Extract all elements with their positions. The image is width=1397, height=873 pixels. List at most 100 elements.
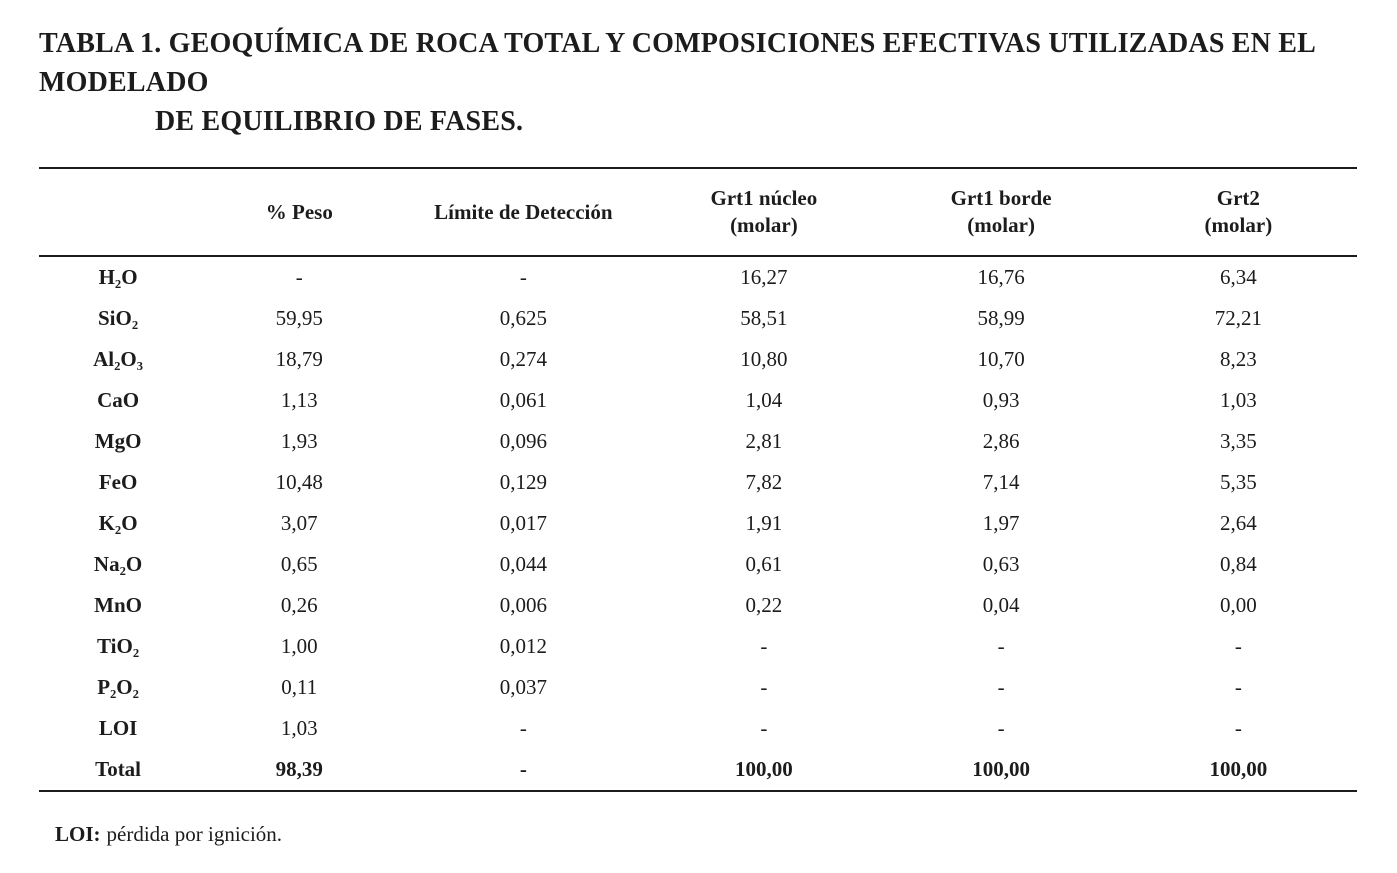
value-cell: 0,012 <box>499 634 547 658</box>
value-cell: - <box>1234 675 1242 699</box>
column-header-line2: (molar) <box>967 213 1035 237</box>
element-label: H₂O <box>98 265 138 289</box>
value-cell: 0,274 <box>499 347 547 371</box>
value-cell: 7,82 <box>745 470 783 494</box>
value-cell: - <box>760 634 768 658</box>
value-cell: 10,80 <box>740 347 788 371</box>
value-cell: 0,26 <box>280 593 318 617</box>
value-cell: 0,22 <box>745 593 783 617</box>
value-cell: 1,97 <box>982 511 1020 535</box>
table-row: SiO₂ 59,95 0,625 58,51 58,99 72,21 <box>39 298 1357 339</box>
value-cell: 10,70 <box>977 347 1025 371</box>
value-cell: - <box>1234 716 1242 740</box>
column-header-line1: Grt1 núcleo <box>710 186 818 210</box>
value-cell: 2,81 <box>745 429 783 453</box>
value-cell: 100,00 <box>972 757 1030 781</box>
table-row: H₂O - - 16,27 16,76 6,34 <box>39 256 1357 298</box>
value-cell: 100,00 <box>1209 757 1268 781</box>
paper-page: TABLA 1. GEOQUÍMICA DE ROCA TOTAL Y COMP… <box>39 24 1357 847</box>
column-header: Grt2 (molar) <box>1120 168 1357 256</box>
value-cell: 0,00 <box>1219 593 1257 617</box>
element-label: Al₂O₃ <box>93 347 144 371</box>
value-cell: 0,93 <box>982 388 1020 412</box>
table-header: % Peso Límite de Detección Grt1 núcleo (mol… <box>39 168 1357 256</box>
value-cell: 58,99 <box>977 306 1025 330</box>
value-cell: 0,625 <box>499 306 547 330</box>
value-cell: 98,39 <box>275 757 323 781</box>
value-cell: 1,00 <box>280 634 318 658</box>
element-label: SiO₂ <box>98 306 139 330</box>
table-footnote: LOI: pérdida por ignición. <box>39 822 1357 847</box>
column-header: Límite de Detección <box>401 168 645 256</box>
table-row: TiO₂ 1,00 0,012 - - - <box>39 626 1357 667</box>
table-caption-line2: DE EQUILIBRIO DE FASES. <box>155 106 524 137</box>
value-cell: - <box>519 716 527 740</box>
value-cell: - <box>760 716 768 740</box>
table-caption: TABLA 1. GEOQUÍMICA DE ROCA TOTAL Y COMP… <box>39 24 1357 141</box>
value-cell: 0,061 <box>499 388 547 412</box>
column-header-line1: % Peso <box>265 199 333 224</box>
value-cell: - <box>997 675 1005 699</box>
footnote-label: LOI: <box>55 822 101 846</box>
table-row: MnO 0,26 0,006 0,22 0,04 0,00 <box>39 585 1357 626</box>
value-cell: 5,35 <box>1219 470 1257 494</box>
column-header: Grt1 borde (molar) <box>883 168 1120 256</box>
column-header-line1: Grt1 borde <box>950 186 1052 210</box>
value-cell: 2,64 <box>1219 511 1257 535</box>
table-header-row: % Peso Límite de Detección Grt1 núcleo (mol… <box>39 168 1357 256</box>
value-cell: 1,13 <box>280 388 318 412</box>
value-cell: 0,11 <box>281 675 318 699</box>
table-row: CaO 1,13 0,061 1,04 0,93 1,03 <box>39 380 1357 421</box>
value-cell: 3,35 <box>1219 429 1257 453</box>
element-label: Na₂O <box>93 552 143 576</box>
element-label: FeO <box>98 470 138 494</box>
value-cell: 0,096 <box>499 429 547 453</box>
value-cell: 7,14 <box>982 470 1020 494</box>
table-row: Al₂O₃ 18,79 0,274 10,80 10,70 8,23 <box>39 339 1357 380</box>
value-cell: 1,04 <box>745 388 783 412</box>
value-cell: 3,07 <box>280 511 318 535</box>
element-label: MgO <box>94 429 142 453</box>
table-caption-line1: TABLA 1. GEOQUÍMICA DE ROCA TOTAL Y COMP… <box>39 28 1315 98</box>
table-row: P₂O₂ 0,11 0,037 - - - <box>39 667 1357 708</box>
value-cell: - <box>760 675 768 699</box>
column-header-line2: (molar) <box>730 213 798 237</box>
element-label: K₂O <box>98 511 138 535</box>
value-cell: 72,21 <box>1214 306 1262 330</box>
value-cell: 0,61 <box>745 552 783 576</box>
value-cell: 8,23 <box>1219 347 1257 371</box>
geochemistry-table: % Peso Límite de Detección Grt1 núcleo (mol… <box>39 167 1357 792</box>
value-cell: 100,00 <box>735 757 793 781</box>
element-label: LOI <box>98 716 138 740</box>
element-label: P₂O₂ <box>97 675 139 699</box>
value-cell: 0,65 <box>280 552 318 576</box>
value-cell: 0,017 <box>499 511 547 535</box>
table-row: K₂O 3,07 0,017 1,91 1,97 2,64 <box>39 503 1357 544</box>
value-cell: - <box>1234 634 1242 658</box>
table-row: LOI 1,03 - - - - <box>39 708 1357 749</box>
element-label: Total <box>95 757 142 781</box>
value-cell: 58,51 <box>740 306 788 330</box>
value-cell: 0,044 <box>499 552 547 576</box>
table-row: MgO 1,93 0,096 2,81 2,86 3,35 <box>39 421 1357 462</box>
value-cell: 2,86 <box>982 429 1020 453</box>
value-cell: 1,03 <box>280 716 318 740</box>
value-cell: - <box>519 757 527 781</box>
value-cell: 1,03 <box>1219 388 1257 412</box>
value-cell: - <box>997 634 1005 658</box>
value-cell: - <box>519 265 527 289</box>
table-row: FeO 10,48 0,129 7,82 7,14 5,35 <box>39 462 1357 503</box>
element-label: MnO <box>94 593 142 617</box>
value-cell: 6,34 <box>1219 265 1257 289</box>
table-body: H₂O - - 16,27 16,76 6,34 SiO₂ 59,95 0,625 58,51 58… <box>39 256 1357 791</box>
column-header <box>39 168 197 256</box>
value-cell: 1,91 <box>745 511 783 535</box>
column-header-line2: (molar) <box>1204 213 1273 237</box>
column-header-line1: Límite de Detección <box>434 199 613 224</box>
value-cell: 0,037 <box>499 675 547 699</box>
value-cell: 0,129 <box>499 470 547 494</box>
column-header-line1: Grt2 <box>1216 186 1260 210</box>
value-cell: 16,76 <box>977 265 1025 289</box>
value-cell: 59,95 <box>275 306 323 330</box>
column-header: % Peso <box>197 168 401 256</box>
